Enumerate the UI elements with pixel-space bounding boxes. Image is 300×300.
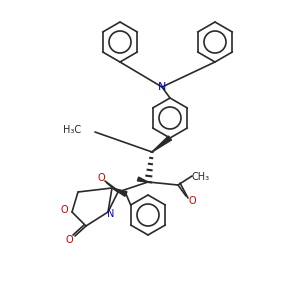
Polygon shape [152, 136, 172, 152]
Text: N: N [158, 82, 166, 92]
Text: O: O [97, 173, 105, 183]
Polygon shape [137, 177, 148, 182]
Text: O: O [60, 205, 68, 215]
Text: O: O [65, 235, 73, 245]
Text: H₃C: H₃C [63, 125, 81, 135]
Text: CH₃: CH₃ [192, 172, 210, 182]
Text: N: N [107, 209, 115, 219]
Text: O: O [188, 196, 196, 206]
Polygon shape [112, 188, 127, 196]
